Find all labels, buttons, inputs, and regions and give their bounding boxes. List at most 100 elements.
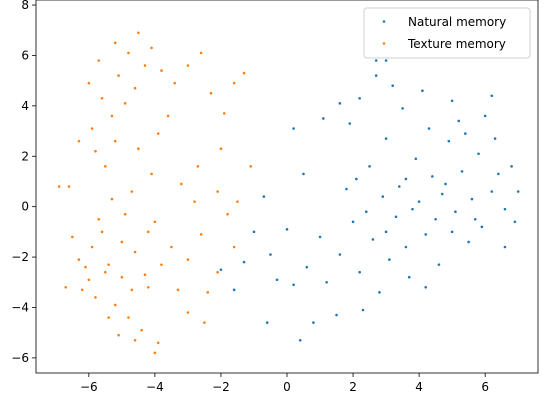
texture-memory-point (97, 59, 101, 62)
y-tick-label: 4 (21, 99, 29, 113)
natural-memory-point (503, 245, 507, 249)
texture-memory-point (146, 230, 150, 234)
natural-memory-point (394, 215, 398, 219)
natural-memory-point (384, 59, 388, 62)
texture-memory-point (222, 112, 226, 115)
x-tick-label: 4 (415, 380, 423, 394)
x-tick-label: −6 (80, 380, 98, 394)
texture-memory-point (94, 149, 97, 153)
texture-memory-point (186, 64, 190, 67)
natural-memory-point (473, 217, 477, 221)
natural-memory-point (345, 187, 348, 191)
natural-memory-point (374, 59, 378, 62)
texture-memory-point (140, 328, 143, 332)
natural-memory-point (312, 321, 315, 324)
natural-memory-point (417, 200, 421, 203)
texture-memory-point (150, 172, 153, 176)
texture-memory-point (84, 265, 87, 269)
texture-memory-point (146, 286, 150, 289)
texture-memory-point (242, 71, 246, 75)
natural-memory-point (378, 291, 381, 294)
natural-memory-point (265, 321, 269, 324)
texture-memory-point (113, 303, 117, 307)
natural-memory-point (305, 265, 309, 269)
natural-memory-point (361, 308, 365, 312)
natural-memory-point (338, 253, 342, 256)
natural-memory-point (497, 172, 500, 176)
natural-memory-point (444, 182, 447, 186)
texture-memory-point (150, 46, 153, 50)
natural-memory-point (384, 230, 388, 234)
texture-memory-point (143, 273, 147, 277)
texture-memory-point (77, 139, 81, 143)
texture-memory-point (137, 31, 140, 35)
texture-memory-point (216, 190, 219, 193)
natural-memory-point (358, 270, 361, 274)
legend-box (363, 7, 531, 59)
texture-memory-point (77, 258, 81, 261)
texture-memory-point (249, 165, 252, 168)
texture-memory-point (203, 321, 206, 324)
natural-memory-point (397, 185, 401, 188)
texture-memory-point (104, 270, 107, 274)
texture-memory-point (90, 127, 94, 130)
natural-memory-point (292, 127, 295, 130)
natural-memory-point (322, 117, 325, 120)
texture-memory-point (120, 275, 124, 279)
texture-memory-point (107, 263, 110, 266)
y-tick-label: 6 (21, 48, 29, 62)
natural-memory-point (388, 258, 391, 261)
natural-memory-point (411, 207, 414, 211)
texture-memory-point (90, 245, 94, 249)
natural-memory-point (262, 195, 266, 198)
plot-frame (35, 0, 539, 374)
texture-memory-point (130, 288, 134, 292)
texture-memory-point (104, 165, 107, 168)
texture-memory-point (160, 263, 163, 266)
natural-memory-point (401, 107, 404, 110)
natural-memory-point (358, 96, 361, 100)
x-tick-label: 6 (481, 380, 489, 394)
texture-memory-point (67, 185, 71, 188)
texture-memory-point (113, 139, 117, 143)
texture-memory-point (226, 212, 229, 216)
y-tick-label: 2 (21, 149, 29, 163)
texture-memory-point (133, 338, 137, 342)
natural-memory-point (467, 240, 470, 244)
texture-memory-point (100, 230, 104, 234)
natural-memory-point (460, 170, 464, 173)
texture-memory-point (107, 316, 110, 319)
texture-memory-point (117, 333, 120, 337)
texture-memory-point (236, 200, 239, 203)
texture-memory-point (120, 240, 124, 244)
texture-memory-point (199, 233, 203, 236)
natural-memory-point (454, 210, 457, 213)
texture-memory-point (186, 311, 190, 314)
texture-memory-point (110, 197, 114, 201)
natural-memory-point (464, 132, 467, 135)
legend-label-natural-memory: Natural memory (408, 15, 506, 29)
natural-memory-point (381, 195, 385, 198)
texture-memory-point (117, 74, 120, 77)
natural-memory-point (292, 283, 295, 287)
texture-memory-point (170, 245, 173, 249)
natural-memory-point (338, 102, 342, 105)
texture-memory-point (199, 51, 203, 55)
natural-memory-point (427, 127, 431, 130)
natural-memory-point (371, 238, 375, 241)
x-tick-label: 0 (283, 380, 291, 394)
natural-memory-point (351, 220, 355, 224)
texture-memory-point (196, 165, 200, 168)
natural-memory-point (470, 197, 474, 201)
natural-memory-point (275, 278, 279, 282)
texture-memory-point (137, 147, 140, 150)
natural-memory-point (348, 122, 352, 125)
texture-memory-point (127, 51, 130, 55)
natural-memory-point (510, 165, 513, 168)
natural-memory-point (437, 263, 441, 266)
natural-memory-point (325, 280, 328, 284)
texture-memory-point (110, 114, 114, 118)
x-tick-label: −2 (212, 380, 230, 394)
legend-marker-texture-memory (382, 42, 386, 45)
texture-memory-point (219, 147, 223, 150)
